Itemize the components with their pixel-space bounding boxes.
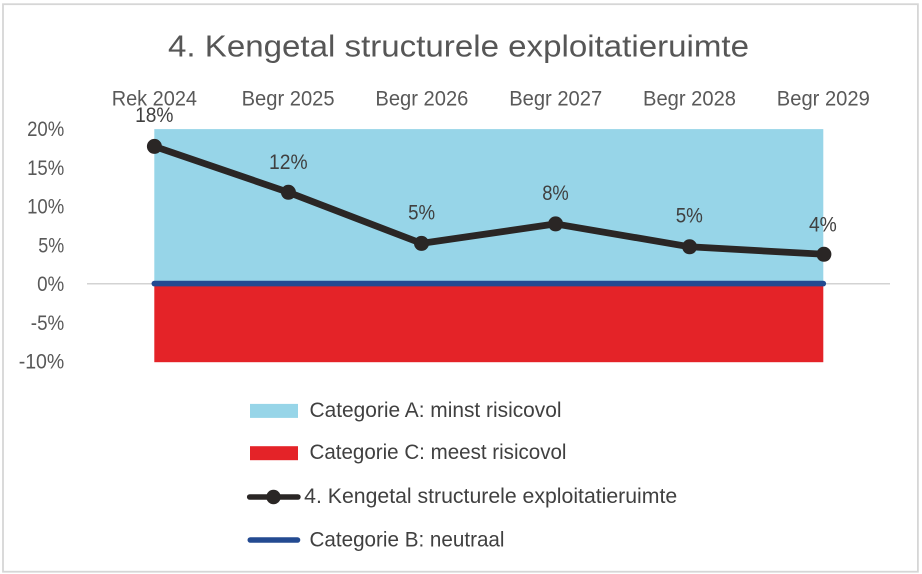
svg-text:10%: 10% [27, 196, 64, 219]
svg-text:Categorie B: neutraal: Categorie B: neutraal [310, 529, 505, 552]
svg-text:12%: 12% [269, 151, 308, 174]
svg-text:18%: 18% [135, 104, 173, 127]
svg-text:Begr 2029: Begr 2029 [777, 88, 870, 111]
svg-text:Categorie C: meest risicovol: Categorie C: meest risicovol [310, 441, 567, 464]
svg-text:5%: 5% [676, 205, 703, 228]
svg-text:4. Kengetal structurele exploi: 4. Kengetal structurele exploitatieruimt… [168, 29, 749, 64]
svg-text:0%: 0% [37, 273, 64, 296]
svg-text:15%: 15% [27, 157, 64, 180]
svg-text:Categorie A: minst risicovol: Categorie A: minst risicovol [310, 399, 562, 422]
svg-text:4%: 4% [809, 213, 837, 236]
svg-text:Begr 2027: Begr 2027 [509, 88, 602, 111]
svg-text:Begr 2028: Begr 2028 [643, 88, 736, 111]
svg-text:Begr 2025: Begr 2025 [242, 88, 335, 111]
svg-text:Begr 2026: Begr 2026 [375, 88, 468, 111]
svg-text:-5%: -5% [31, 312, 65, 335]
svg-text:4. Kengetal structurele exploi: 4. Kengetal structurele exploitatieruimt… [304, 485, 677, 508]
svg-text:20%: 20% [27, 118, 64, 141]
svg-text:8%: 8% [542, 182, 569, 205]
svg-text:5%: 5% [38, 235, 64, 258]
svg-text:Rek 2024: Rek 2024 [112, 88, 198, 111]
svg-text:5%: 5% [408, 201, 435, 224]
svg-text:-10%: -10% [19, 350, 65, 373]
